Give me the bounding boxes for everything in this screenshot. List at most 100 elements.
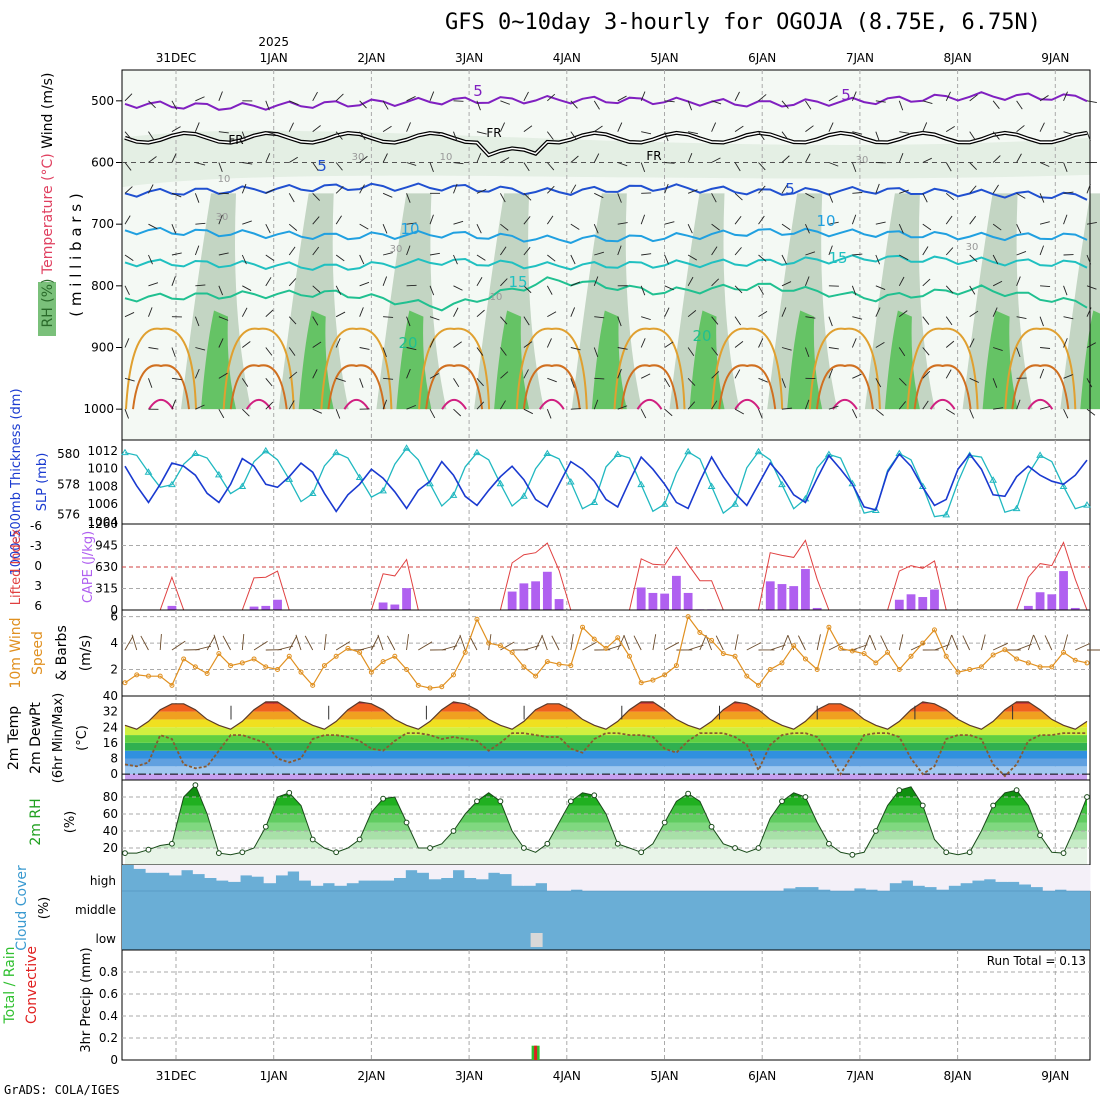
rh-contour-label: 10 [218,174,231,185]
thickness-tick-label: 580 [57,447,80,461]
upper-air-ylabel-part: RH (%) [40,279,56,328]
top-date-label: 8JAN [944,51,972,65]
cloud-high-clear [169,865,181,875]
wind10m-ylabel-a: 10m Wind [8,617,24,688]
rh-point [991,803,996,808]
thickness-tick-label: 578 [57,477,80,491]
cape-bar [1036,592,1045,610]
cape-bar [555,599,564,610]
cloud-high-clear [1043,865,1055,891]
temp-color-band [122,759,1090,767]
rh-point [850,852,855,857]
rh-point [639,850,644,855]
rh-point [451,829,456,834]
cape-bar [907,594,916,610]
cloud-high-clear [394,865,406,878]
cloud-high-clear [299,865,311,881]
isotherm-label: 5 [785,180,795,198]
cape-bar [660,594,669,610]
rh-color-band [122,780,1090,797]
cloud-high-clear [665,865,677,891]
lifted-index-tick-label: 3 [34,579,42,593]
cloud-high-clear [842,865,854,891]
precip-tick-label: 0 [110,1053,118,1067]
cape-bar [918,597,927,610]
cape-tick-label: 315 [95,582,118,596]
rh-tick-label: 80 [103,790,118,804]
rh-point [709,824,714,829]
wind10m-ylabel-c: & Barbs [54,625,70,681]
surface-wind-barb [735,634,738,650]
cloud-high-clear [700,865,712,891]
cloud-high-clear [464,865,476,878]
cloud-high-clear [205,865,217,878]
surface-wind-barb [542,635,547,650]
precip-tick-label: 0.4 [99,1009,118,1023]
cloud-high-clear [594,865,606,891]
surface-wind-barb [172,641,185,650]
cloud-high-clear [901,865,913,881]
cape-bar [402,588,411,610]
surface-wind-barb [378,635,383,650]
freezing-level-label: FR [646,149,661,163]
cloud-high-clear [972,865,984,881]
upper-air-ylabel-part: Temperature (°C) [40,153,56,278]
cloud-high-clear [677,865,689,891]
bottom-date-label: 2JAN [357,1069,385,1083]
slp-ylabel: SLP (mb) [35,453,50,512]
rh-point [1061,851,1066,856]
rh-point [357,837,362,842]
cloud-high-clear [783,865,795,888]
cloud-high-clear [417,865,429,873]
cloud-high-clear [582,865,594,891]
cloud-high-clear [559,865,571,891]
cloud-high-clear [264,865,276,883]
cape-bar [930,590,939,610]
cloud-level-label: middle [75,903,116,917]
surface-wind-barb [214,635,219,650]
temp-ylabel-a: 2m Temp [6,706,22,770]
bottom-date-label: 31DEC [156,1069,196,1083]
cloud-high-clear [240,865,252,875]
rh-contour-label: 30 [966,242,979,253]
rh-point [568,799,573,804]
rh-point [475,799,480,804]
rh-point [310,837,315,842]
rh-color-band [122,840,1090,849]
precip-convective-bar [534,1046,537,1060]
cape-bar [531,581,540,610]
cloud-high-clear [771,865,783,891]
rh-point [1014,788,1019,793]
top-date-label: 2JAN [357,51,385,65]
lifted-index-tick-label: -3 [30,539,42,553]
meteogram-chart: 202531DEC31DEC1JAN1JAN2JAN2JAN3JAN3JAN4J… [0,0,1100,1100]
cloud-high-clear [759,865,771,891]
surface-wind-barb [242,634,243,650]
precip-tick-label: 0.8 [99,965,118,979]
cape-bar [778,584,787,610]
temp-color-band [122,712,1090,720]
temp-color-band [122,696,1090,704]
temp-tick-label: 24 [103,720,118,734]
rh-point [920,803,925,808]
cape-bar [895,600,904,610]
rh-point [1038,833,1043,838]
pressure-tick-label: 500 [91,94,114,108]
rh-contour-label: 30 [856,155,869,166]
slp-tick-label: 1008 [87,479,118,493]
slp-point [1084,502,1090,507]
isotherm-label: 5 [473,82,483,100]
surface-wind-barb [653,634,656,650]
cloud-high-clear [571,865,583,890]
cloud-high-clear [854,865,866,888]
thickness-line [125,454,1087,511]
cloud-high-clear [1007,865,1019,882]
surface-wind-barb [296,635,301,650]
cloud-high-clear [984,865,996,879]
temp-color-band [122,766,1090,774]
slp-point [122,450,128,455]
precip-ylabel: 3hr Precip (mm) [79,947,94,1052]
wind-tick-label: 4 [110,636,118,650]
cloud-high-clear [405,865,417,870]
slp-tick-label: 1012 [87,444,118,458]
